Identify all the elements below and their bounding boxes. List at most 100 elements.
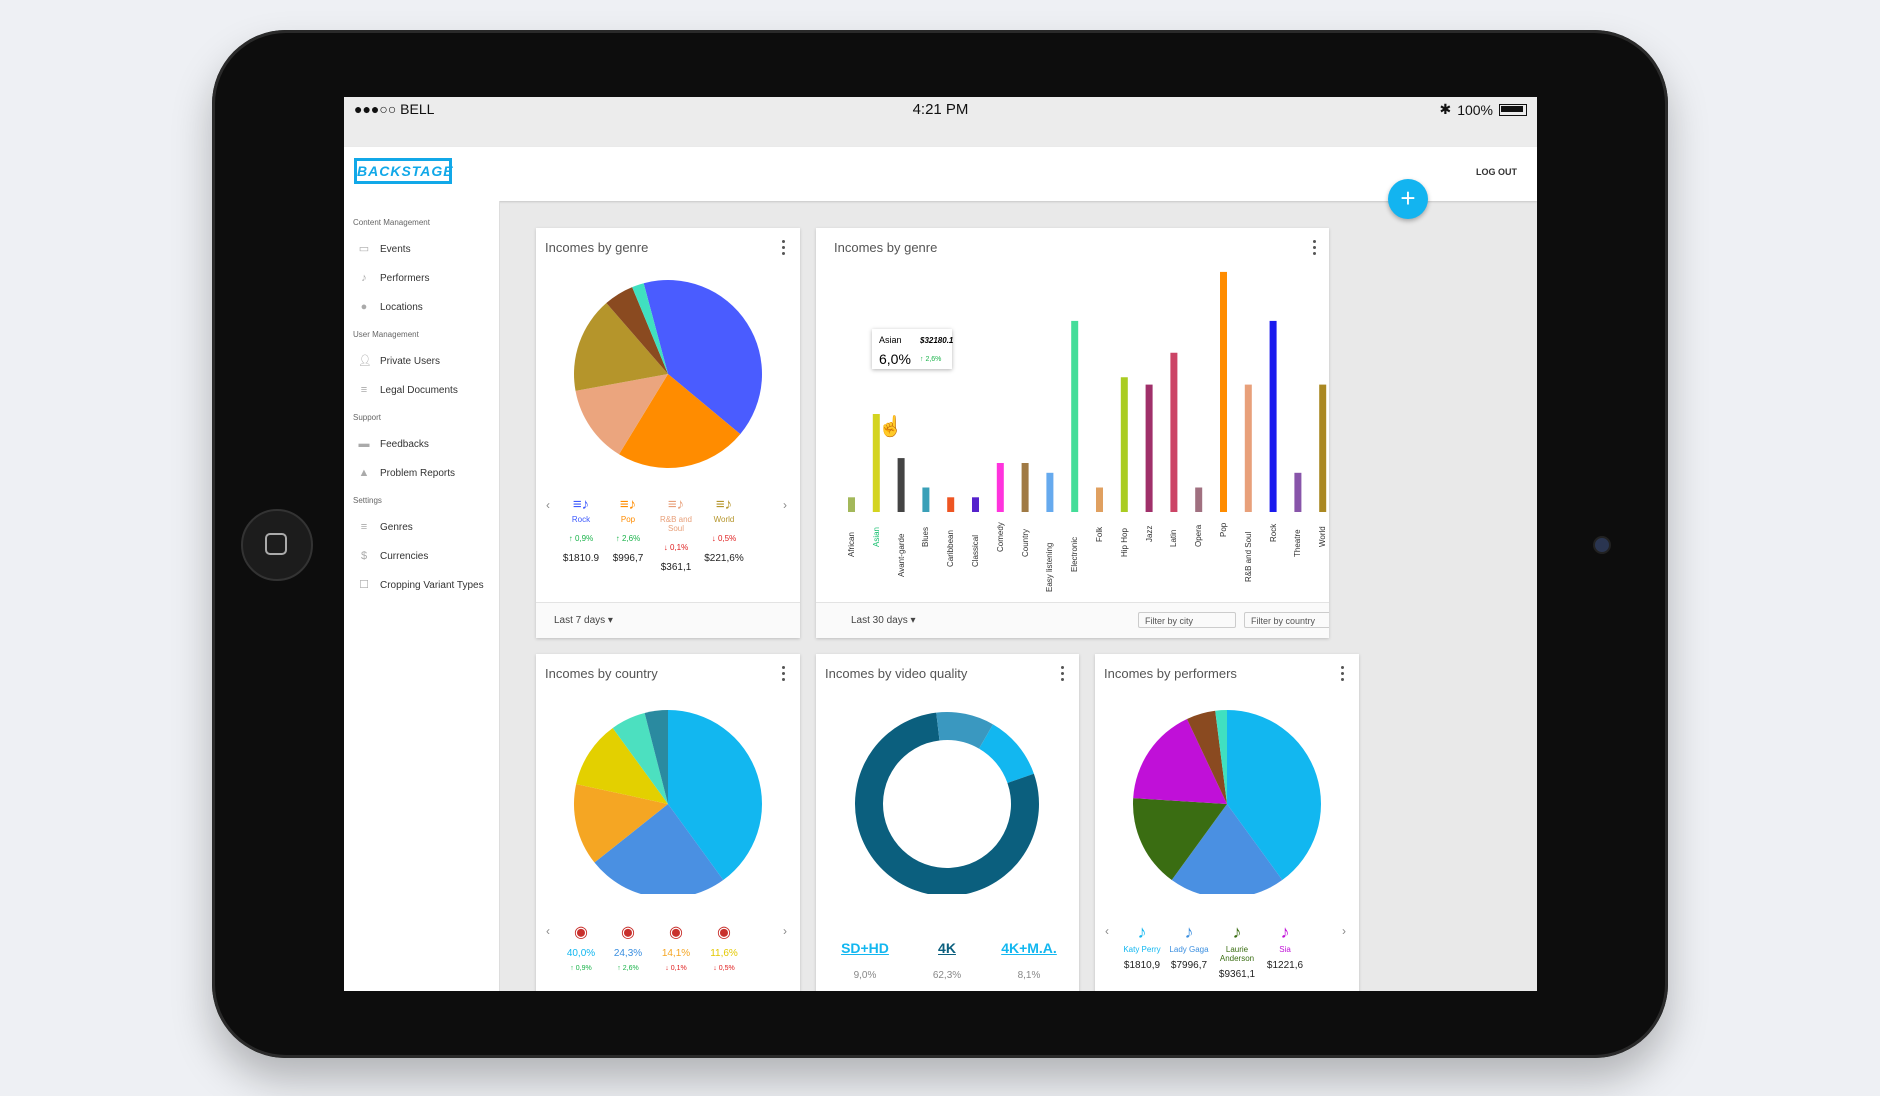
bar-label-country: Country <box>1020 528 1030 557</box>
period-dropdown[interactable]: Last 30 days ▾ <box>851 615 916 626</box>
more-menu-icon[interactable] <box>782 240 786 258</box>
filter-by-city-input[interactable]: Filter by city <box>1138 612 1236 628</box>
tooltip-percent: 6,0% <box>879 351 911 367</box>
backstage-logo[interactable]: BACKSTAGE <box>354 158 453 184</box>
legend-item-performer[interactable]: ♪ Sia $1221,6 <box>1258 922 1312 971</box>
chevron-left-icon[interactable]: ‹ <box>546 498 550 512</box>
bar-label-caribbean: Caribbean <box>946 530 956 567</box>
legend-item-rock[interactable]: ≡♪ Rock ↑ 0,9% $1810.9 <box>556 496 606 564</box>
bar-asian[interactable] <box>872 414 880 512</box>
legend-item-country[interactable]: ◉ 40,0% ↑ 0,9% <box>556 922 606 972</box>
pie-slice-lady-gaga[interactable] <box>1171 804 1283 894</box>
pie-slice-other-2[interactable] <box>644 710 668 804</box>
pie-slice-other-2[interactable] <box>632 283 668 374</box>
more-menu-icon[interactable] <box>1313 240 1317 258</box>
chevron-right-icon[interactable]: › <box>783 498 787 512</box>
pie-slice-4k-m-a-[interactable] <box>936 712 993 749</box>
bar-avant-garde[interactable] <box>897 458 905 512</box>
chevron-left-icon[interactable]: ‹ <box>546 924 550 938</box>
bar-label-pop: Pop <box>1219 522 1228 537</box>
legend-item-quality[interactable]: SD+HD 9,0% <box>830 940 900 981</box>
bar-label-avant-garde: Avant-garde <box>896 533 906 577</box>
pie-slice-r-b-and-soul[interactable] <box>575 374 668 455</box>
filter-by-country-input[interactable]: Filter by country <box>1244 612 1329 628</box>
legend-item-pop[interactable]: ≡♪ Pop ↑ 2,6% $996,7 <box>603 496 653 564</box>
pie-slice-laurie-anderson[interactable] <box>1133 798 1227 881</box>
list-icon: ≡ <box>360 521 368 533</box>
pie-slice-slovakia[interactable] <box>594 804 724 894</box>
quality-label: SD+HD <box>841 940 889 956</box>
pie-slice-other-2[interactable] <box>1215 710 1227 804</box>
legend-item-world[interactable]: ≡♪ World ↓ 0,5% $221,6% <box>699 496 749 564</box>
chevron-left-icon[interactable]: ‹ <box>1105 924 1109 938</box>
legend-name: Rock <box>571 515 591 524</box>
bar-pop[interactable] <box>1220 271 1227 512</box>
pie-slice-hungary[interactable] <box>574 784 668 863</box>
bar-country[interactable] <box>1021 463 1029 512</box>
bar-latin[interactable] <box>1170 352 1178 512</box>
bar-hip-hop[interactable] <box>1120 377 1128 512</box>
legend-item-country[interactable]: ◉ 24,3% ↑ 2,6% <box>603 922 653 972</box>
logout-button[interactable]: LOG OUT <box>1476 167 1517 177</box>
bar-folk[interactable] <box>1096 487 1103 513</box>
carrier-label: ●●●○○ BELL <box>354 101 435 117</box>
sidebar-item-cropping-variant-types[interactable]: ☐ Cropping Variant Types <box>359 579 484 591</box>
bar-r-b-and-soul[interactable] <box>1244 384 1252 512</box>
calendar-icon: ▭ <box>358 243 370 255</box>
bar-classical[interactable] <box>972 497 979 512</box>
legend-item-quality[interactable]: 4K+M.A. 8,1% <box>994 940 1064 981</box>
sidebar-item-currencies[interactable]: $ Currencies <box>358 550 428 562</box>
bar-world[interactable] <box>1319 384 1327 512</box>
pie-slice-other-1[interactable] <box>612 712 668 804</box>
more-menu-icon[interactable] <box>1061 666 1065 684</box>
bar-opera[interactable] <box>1195 487 1203 513</box>
bar-african[interactable] <box>848 497 855 512</box>
legend-item-performer[interactable]: ♪ Laurie Anderson $9361,1 <box>1210 922 1264 980</box>
sidebar-item-private-users[interactable]: 👤︎ Private Users <box>358 355 441 367</box>
home-button[interactable] <box>241 509 313 581</box>
pie-slice-other-1[interactable] <box>606 287 668 374</box>
bar-blues[interactable] <box>922 487 930 513</box>
pie-slice-katy-perry[interactable] <box>1227 710 1321 881</box>
bar-rock[interactable] <box>1269 320 1277 512</box>
bar-jazz[interactable] <box>1145 384 1153 512</box>
pie-slice-sd-hd[interactable] <box>979 724 1034 783</box>
sidebar-item-genres[interactable]: ≡ Genres <box>358 521 413 533</box>
bar-label-rock: Rock <box>1268 523 1278 542</box>
legend-item-country[interactable]: ◉ 14,1% ↓ 0,1% <box>651 922 701 972</box>
pie-slice-sia[interactable] <box>1133 718 1227 804</box>
legend-item-quality[interactable]: 4K 62,3% <box>912 940 982 981</box>
card-incomes-by-genre-pie: Incomes by genre ‹ › ≡♪ Rock ↑ 0,9% $1810.9… <box>536 228 800 638</box>
sidebar-item-legal-documents[interactable]: ≡ Legal Documents <box>358 384 458 396</box>
pie-slice-other-1[interactable] <box>1186 710 1227 804</box>
legend-item-performer[interactable]: ♪ Katy Perry $1810,9 <box>1115 922 1169 971</box>
pie-slice-world[interactable] <box>574 303 668 391</box>
quality-label: 4K <box>938 940 956 956</box>
more-menu-icon[interactable] <box>782 666 786 684</box>
chevron-right-icon[interactable]: › <box>1342 924 1346 938</box>
genre-bar-chart <box>848 271 1327 513</box>
add-fab-button[interactable]: + <box>1388 179 1428 219</box>
pie-slice-pop[interactable] <box>619 374 741 468</box>
sidebar-item-events[interactable]: ▭ Events <box>358 243 411 255</box>
legend-item-performer[interactable]: ♪ Lady Gaga $7996,7 <box>1162 922 1216 971</box>
sidebar-item-locations[interactable]: ● Locations <box>358 301 423 313</box>
performer-value: $9361,1 <box>1218 969 1256 980</box>
bar-electronic[interactable] <box>1071 320 1079 512</box>
pie-slice-us[interactable] <box>668 710 762 881</box>
more-menu-icon[interactable] <box>1341 666 1345 684</box>
pie-slice-uk[interactable] <box>576 727 668 804</box>
legend-item-country[interactable]: ◉ 11,6% ↓ 0,5% <box>699 922 749 972</box>
chevron-right-icon[interactable]: › <box>783 924 787 938</box>
bar-caribbean[interactable] <box>947 497 955 512</box>
bar-comedy[interactable] <box>996 463 1004 512</box>
sidebar-item-performers[interactable]: ♪ Performers <box>358 272 429 284</box>
bar-easy-listening[interactable] <box>1046 472 1054 512</box>
sidebar-item-problem-reports[interactable]: ▲ Problem Reports <box>358 467 456 479</box>
pie-slice-4k[interactable] <box>855 712 1039 894</box>
period-dropdown[interactable]: Last 7 days ▾ <box>554 615 613 626</box>
pie-slice-rock[interactable] <box>643 280 762 435</box>
bar-theatre[interactable] <box>1294 472 1302 512</box>
sidebar-item-feedbacks[interactable]: ▬ Feedbacks <box>358 438 429 450</box>
legend-item-r-b-and-soul[interactable]: ≡♪ R&B and Soul ↓ 0,1% $361,1 <box>651 496 701 573</box>
